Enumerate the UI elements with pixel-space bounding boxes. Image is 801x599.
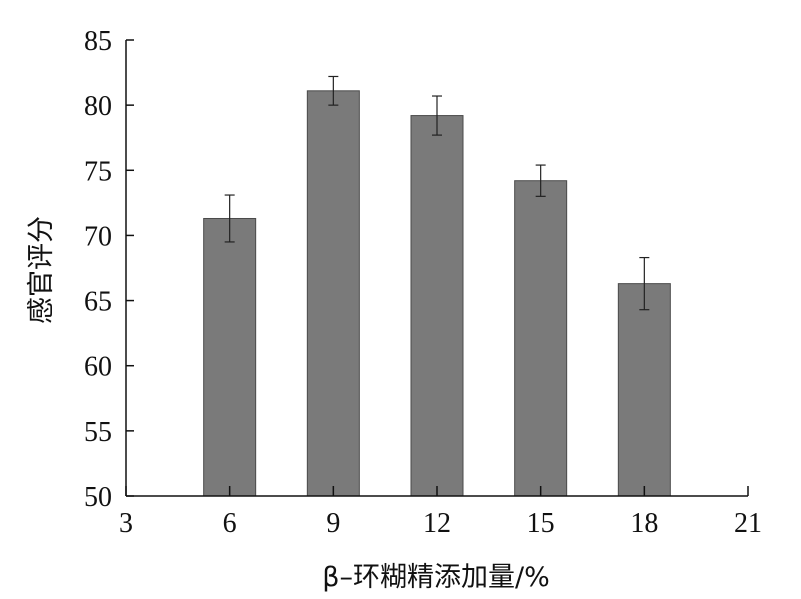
error-bar-18 — [639, 256, 650, 311]
plot-area — [203, 75, 671, 497]
x-tick-label: 12 — [423, 508, 451, 539]
error-bar-12 — [432, 95, 442, 136]
y-tick-label: 85 — [84, 26, 112, 57]
y-axis-title: 感官评分 — [26, 216, 57, 324]
error-bar-6 — [224, 194, 235, 243]
y-tick-label: 70 — [84, 221, 112, 252]
bar-18 — [617, 283, 671, 497]
x-axis: 3 6 9 12 15 18 21 — [119, 486, 762, 539]
x-tick-label: 3 — [119, 508, 133, 539]
x-tick-label: 6 — [223, 508, 237, 539]
bar-6 — [203, 217, 257, 497]
bar-15 — [514, 180, 568, 497]
error-bar-15 — [535, 164, 546, 197]
y-tick-label: 50 — [84, 482, 112, 513]
y-axis: 50 55 60 65 70 75 80 85 — [84, 26, 134, 513]
y-tick-label: 55 — [84, 417, 112, 448]
x-axis-title: β–环糊精添加量/% — [322, 562, 549, 593]
y-tick-label: 60 — [84, 352, 112, 383]
y-tick-label: 65 — [84, 287, 112, 318]
x-tick-label: 9 — [326, 508, 340, 539]
x-tick-label: 18 — [630, 508, 658, 539]
x-tick-label: 15 — [527, 508, 555, 539]
y-tick-label: 80 — [84, 91, 112, 122]
x-tick-label: 21 — [734, 508, 762, 539]
y-tick-label: 75 — [84, 156, 112, 187]
bar-9 — [306, 90, 360, 497]
bar-12 — [410, 115, 464, 497]
error-bar-9 — [328, 75, 339, 106]
